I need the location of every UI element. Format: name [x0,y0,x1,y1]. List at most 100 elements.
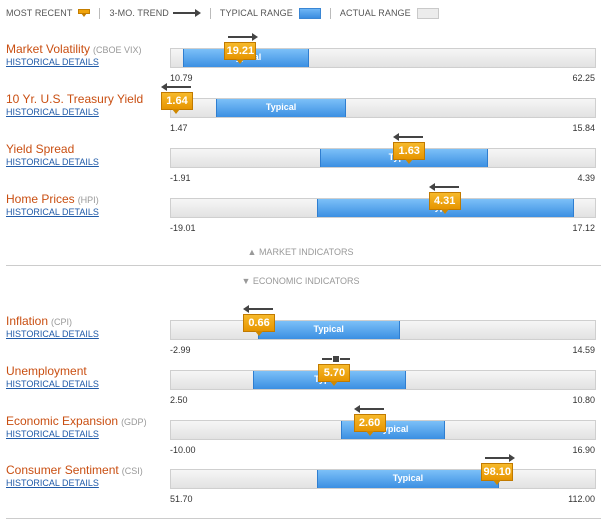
actual-range-bar: Typical 19.21 [170,33,596,68]
range-max-value: 112.00 [568,494,595,504]
trend-down-icon [161,83,191,91]
indicator-source: (CPI) [51,317,73,327]
range-max-value: 17.12 [572,223,595,233]
indicator-title: 10 Yr. U.S. Treasury Yield [6,92,146,106]
historical-details-link[interactable]: HISTORICAL DETAILS [6,329,99,339]
historical-details-link[interactable]: HISTORICAL DETAILS [6,478,99,488]
historical-details-link[interactable]: HISTORICAL DETAILS [6,107,99,117]
range-min-value: -10.00 [170,445,196,455]
indicator-row: Consumer Sentiment (CSI) HISTORICAL DETAI… [0,454,601,504]
indicator-name: 10 Yr. U.S. Treasury Yield [6,92,144,106]
most-recent-value: 1.63 [393,142,426,160]
most-recent-value: 5.70 [318,364,351,382]
indicator-source: (CBOE VIX) [93,45,142,55]
legend-trend-label: 3-MO. TREND [109,8,169,18]
trend-up-icon [228,33,259,41]
indicator-row: Home Prices(HPI) HISTORICAL DETAILS Typi… [0,183,601,233]
most-recent-value: 2.60 [353,414,386,432]
arrow-right-icon [172,9,201,17]
actual-range-bar: Typical 2.60 [170,405,596,440]
indicator-name: Inflation [6,314,49,328]
indicator-source: (HPI) [77,195,99,205]
trend-down-icon [243,305,274,313]
typical-range-swatch [298,7,321,19]
trend-flat-icon [322,355,352,363]
indicator-title: Home Prices (HPI) [6,192,99,206]
economic-indicators-toggle[interactable]: ▼ ECONOMIC INDICATORS [241,276,360,286]
indicator-title: Market Volatility (CBOE VIX) [6,42,142,56]
indicator-name: Market Volatility [6,42,91,56]
legend-typical: TYPICAL RANGE [219,7,321,19]
typical-range-label: Typical [378,424,409,434]
indicator-source: (GDP) [121,417,147,427]
legend-most-recent-label: MOST RECENT [6,8,73,18]
indicator-title: Economic Expansion (GDP) [6,414,147,428]
legend-actual: ACTUAL RANGE [340,7,439,19]
legend-separator [329,7,331,19]
legend: MOST RECENT 3-MO. TREND TYPICAL RANGE AC… [6,6,439,20]
indicator-row: Yield Spread HISTORICAL DETAILS Typical … [0,133,601,183]
actual-range-swatch [416,7,439,19]
indicator-row: Market Volatility (CBOE VIX) HISTORICAL D… [0,33,601,83]
actual-range-bar: Typical 5.70 [170,356,596,390]
actual-range-bar: Typical 4.31 [170,183,596,218]
indicator-row: Economic Expansion (GDP) HISTORICAL DETAI… [0,405,601,455]
typical-range-label: Typical [313,324,344,334]
range-max-value: 14.59 [572,345,595,355]
indicator-name: Yield Spread [6,142,75,156]
indicator-name: Home Prices [6,192,75,206]
indicator-row: 10 Yr. U.S. Treasury Yield HISTORICAL DE… [0,83,601,133]
range-max-value: 15.84 [572,123,595,133]
trend-down-icon [428,183,459,191]
indicator-name: Economic Expansion [6,414,119,428]
range-max-value: 62.25 [572,73,595,83]
section-divider [6,265,601,266]
indicator-title: Inflation (CPI) [6,314,72,328]
most-recent-value: 19.21 [224,42,257,60]
trend-down-icon [353,405,384,413]
most-recent-marker-icon [78,9,91,17]
most-recent-marker: 5.70 [318,364,351,386]
range-min-value: 51.70 [170,494,193,504]
most-recent-marker: 98.10 [481,463,514,485]
legend-trend: 3-MO. TREND [109,8,201,18]
actual-range-bar: Typical 0.66 [170,305,596,340]
most-recent-marker: 19.21 [224,42,257,64]
legend-typical-label: TYPICAL RANGE [219,8,293,18]
indicator-row: Inflation (CPI) HISTORICAL DETAILS Typica… [0,305,601,355]
most-recent-value: 1.64 [161,92,193,110]
actual-range-bar: Typical 98.10 [170,454,596,489]
most-recent-value: 0.66 [243,314,276,332]
actual-range-bar: Typical 1.64 [161,83,596,118]
most-recent-marker: 2.60 [353,414,386,436]
most-recent-marker: 4.31 [428,192,461,214]
historical-details-link[interactable]: HISTORICAL DETAILS [6,429,99,439]
typical-range-bar: Typical [257,321,400,339]
indicator-name: Unemployment [6,364,87,378]
historical-details-link[interactable]: HISTORICAL DETAILS [6,379,99,389]
historical-details-link[interactable]: HISTORICAL DETAILS [6,157,99,167]
typical-range-bar: Typical [317,470,499,488]
legend-separator [99,7,101,19]
historical-details-link[interactable]: HISTORICAL DETAILS [6,57,99,67]
most-recent-marker: 0.66 [243,314,276,336]
indicator-source: (CSI) [121,466,143,476]
most-recent-value: 4.31 [428,192,461,210]
typical-range-bar: Typical [216,99,346,117]
trend-up-icon [485,454,516,462]
typical-range-label: Typical [265,102,297,112]
range-min-value: 1.47 [170,123,188,133]
legend-separator [209,7,211,19]
actual-range-bar: Typical 1.63 [170,133,596,168]
market-indicators-toggle[interactable]: ▲ MARKET INDICATORS [247,247,354,257]
range-min-value: -1.91 [170,173,191,183]
most-recent-value: 98.10 [481,463,514,481]
indicator-row: Unemployment HISTORICAL DETAILS Typical … [0,356,601,405]
range-min-value: -19.01 [170,223,196,233]
most-recent-marker: 1.63 [393,142,426,164]
range-min-value: 2.50 [170,395,188,405]
historical-details-link[interactable]: HISTORICAL DETAILS [6,207,99,217]
range-min-value: 10.79 [170,73,193,83]
range-max-value: 16.90 [572,445,595,455]
range-max-value: 4.39 [577,173,595,183]
